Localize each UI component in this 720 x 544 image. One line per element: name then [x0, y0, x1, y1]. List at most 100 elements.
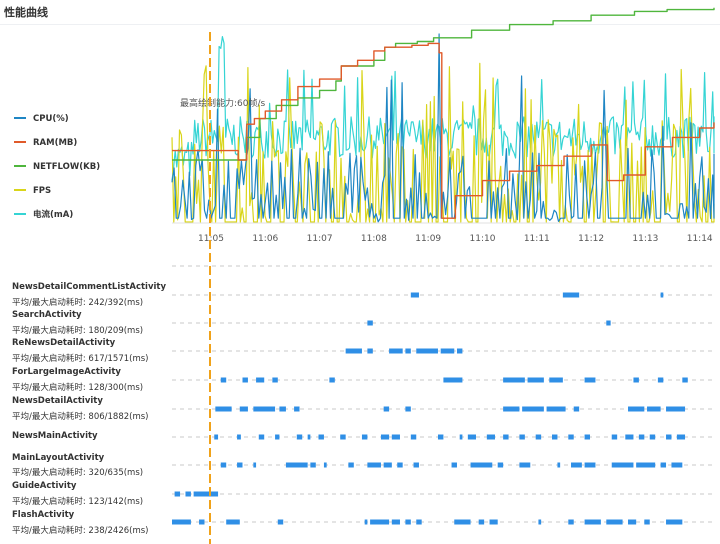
- activity-bar: [535, 434, 542, 440]
- activity-bar: [391, 434, 400, 440]
- activity-bar: [410, 434, 417, 440]
- activity-name: FlashActivity: [12, 510, 75, 520]
- activity-bar: [185, 491, 191, 497]
- activity-bar: [562, 292, 580, 298]
- activity-bar: [644, 519, 650, 525]
- activity-bar: [279, 406, 286, 412]
- legend-swatch-ram: [14, 140, 26, 143]
- activity-bar: [486, 434, 495, 440]
- activity-name: NewsDetailActivity: [12, 396, 103, 406]
- activity-name: MainLayoutActivity: [12, 453, 105, 463]
- activity-bar: [584, 519, 601, 525]
- activity-bar: [275, 434, 280, 440]
- activity-bar: [568, 434, 574, 440]
- x-axis-ticks: 11:05 11:06 11:07 11:08 11:09 11:10 11:11 11:12…: [172, 222, 714, 244]
- activity-bar: [636, 462, 656, 468]
- activity-bar: [628, 406, 645, 412]
- activity-name: NewsMainActivity: [12, 431, 98, 441]
- legend-label-cpu: CPU(%): [33, 114, 69, 124]
- activity-bar: [272, 377, 278, 383]
- legend-swatch-netflow: [14, 164, 26, 167]
- activity-name: NewsDetailCommentListActivity: [12, 282, 167, 292]
- activity-bar: [237, 462, 243, 468]
- x-tick-label: 11:07: [307, 234, 333, 244]
- activity-stat: 平均/最大启动耗时: 180/209(ms): [12, 326, 144, 336]
- activity-stat: 平均/最大启动耗时: 242/392(ms): [12, 298, 144, 308]
- activity-bar: [256, 377, 265, 383]
- activity-bar: [478, 519, 485, 525]
- activity-bar: [552, 434, 558, 440]
- activity-bar: [638, 434, 645, 440]
- activity-bar: [397, 462, 403, 468]
- activity-name: ForLargeImageActivity: [12, 367, 121, 377]
- activity-bar: [443, 377, 463, 383]
- legend-item-ram[interactable]: RAM(MB): [14, 137, 77, 149]
- activity-bar: [611, 434, 618, 440]
- activity-bar: [437, 434, 444, 440]
- activity-bar: [666, 406, 686, 412]
- activity-bar: [226, 519, 240, 525]
- metric-lines: [171, 7, 715, 223]
- legend-label-ram: RAM(MB): [33, 138, 78, 148]
- activity-bar: [220, 377, 227, 383]
- activity-bar: [318, 434, 324, 440]
- activity-bar: [239, 406, 248, 412]
- activity-bar: [584, 377, 596, 383]
- activity-bar: [459, 434, 463, 440]
- activity-bar: [367, 348, 373, 354]
- activity-stat: 平均/最大启动耗时: 123/142(ms): [12, 497, 144, 507]
- activity-bar: [682, 377, 688, 383]
- activity-bar: [660, 462, 667, 468]
- activity-bar: [345, 348, 362, 354]
- x-tick-label: 11:06: [252, 234, 278, 244]
- legend-item-current[interactable]: 电流(mA): [14, 209, 73, 221]
- legend-item-fps[interactable]: FPS: [14, 185, 51, 197]
- series-line-cpu: [171, 33, 715, 223]
- activity-bar: [310, 462, 316, 468]
- x-tick-label: 11:09: [415, 234, 441, 244]
- activity-bar: [413, 462, 419, 468]
- activity-bar: [611, 462, 634, 468]
- activity-bar: [573, 406, 580, 412]
- x-tick-label: 11:12: [578, 234, 604, 244]
- timeline-tracks: [172, 265, 714, 525]
- activity-bar: [519, 462, 531, 468]
- activity-bar: [172, 519, 191, 525]
- activity-bar: [405, 519, 411, 525]
- activity-bar: [584, 434, 591, 440]
- legend-item-cpu[interactable]: CPU(%): [14, 113, 69, 125]
- activity-bar: [174, 491, 181, 497]
- activity-bar: [323, 462, 327, 468]
- series-line-ram: [172, 42, 715, 219]
- activity-bar: [364, 519, 368, 525]
- activity-bar: [546, 406, 566, 412]
- activity-stat: 平均/最大启动耗时: 320/635(ms): [12, 468, 144, 478]
- activity-bar: [628, 519, 637, 525]
- activity-bar: [380, 434, 390, 440]
- activity-name: SearchActivity: [12, 310, 82, 320]
- activity-bar: [410, 292, 419, 298]
- legend-label-current: 电流(mA): [33, 210, 74, 220]
- legend-item-netflow[interactable]: NETFLOW(KB): [14, 161, 100, 173]
- activity-bar: [503, 406, 520, 412]
- x-tick-label: 11:14: [687, 234, 713, 244]
- activity-bar: [456, 348, 463, 354]
- legend-swatch-cpu: [14, 116, 26, 119]
- activity-bar: [405, 348, 411, 354]
- activity-bar: [584, 462, 596, 468]
- activity-bar: [647, 406, 661, 412]
- activity-stat: 平均/最大启动耗时: 128/300(ms): [12, 383, 144, 393]
- activity-bar: [440, 348, 455, 354]
- activity-stat: 平均/最大启动耗时: 617/1571(ms): [12, 354, 149, 364]
- legend-label-netflow: NETFLOW(KB): [33, 162, 101, 172]
- activity-bar: [215, 406, 232, 412]
- activity-bar: [285, 462, 308, 468]
- activity-bar: [676, 434, 686, 440]
- activity-bar: [296, 434, 303, 440]
- activity-bar: [242, 377, 248, 383]
- activity-bar: [522, 406, 544, 412]
- legend-swatch-fps: [14, 188, 26, 191]
- fps-capability-annotation: 最高绘制能力:60帧/s: [180, 97, 266, 109]
- activity-bar: [451, 462, 457, 468]
